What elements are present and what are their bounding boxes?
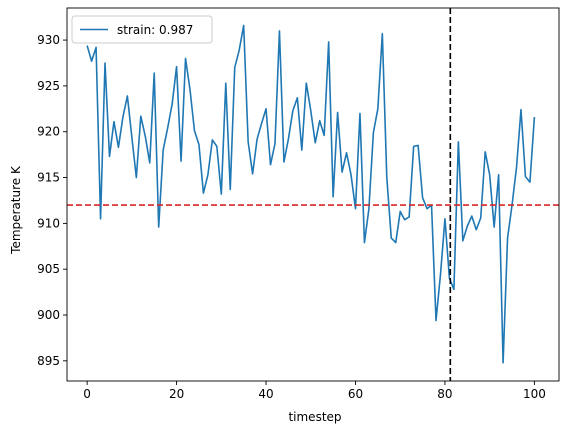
y-tick-label: 915: [37, 171, 60, 185]
y-tick-label: 905: [37, 262, 60, 276]
plot-frame: [66, 7, 560, 382]
x-tick-label: 20: [169, 387, 184, 401]
legend-label: strain: 0.987: [117, 23, 193, 37]
x-tick-label: 80: [437, 387, 452, 401]
legend: strain: 0.987: [71, 15, 213, 44]
x-tick-label: 0: [83, 387, 91, 401]
y-tick-label: 895: [37, 354, 60, 368]
y-tick-label: 920: [37, 125, 60, 139]
x-tick-label: 40: [258, 387, 273, 401]
y-tick-label: 925: [37, 79, 60, 93]
series-line-0: [86, 24, 536, 364]
y-tick-label: 930: [37, 33, 60, 47]
y-tick-label: 910: [37, 216, 60, 230]
y-axis-label: Temperature K: [9, 165, 23, 255]
x-tick-label: 60: [348, 387, 363, 401]
x-axis-label: timestep: [288, 410, 341, 424]
y-tick-label: 900: [37, 308, 60, 322]
x-tick-label: 100: [523, 387, 546, 401]
legend-box: [71, 15, 213, 44]
